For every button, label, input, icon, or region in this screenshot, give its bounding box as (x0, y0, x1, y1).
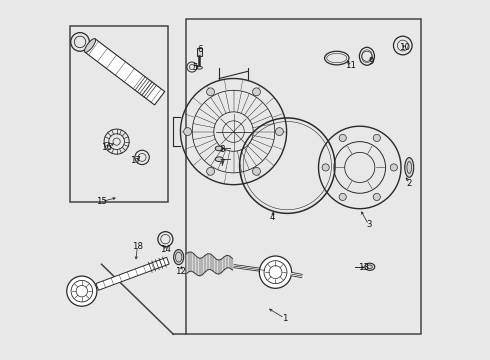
Text: 17: 17 (130, 156, 141, 165)
Text: 9: 9 (369, 57, 374, 66)
Text: 1: 1 (282, 314, 287, 323)
Text: 6: 6 (197, 45, 203, 54)
Ellipse shape (173, 249, 184, 265)
Text: 4: 4 (270, 213, 275, 222)
Circle shape (322, 164, 329, 171)
Circle shape (67, 276, 97, 306)
Circle shape (259, 256, 292, 288)
Circle shape (373, 193, 380, 201)
Text: 12: 12 (175, 267, 186, 276)
Polygon shape (70, 26, 168, 202)
Text: 3: 3 (366, 220, 371, 229)
Circle shape (275, 128, 283, 135)
Circle shape (373, 134, 380, 141)
Ellipse shape (85, 39, 96, 53)
Text: 16: 16 (101, 143, 112, 152)
Bar (196, 48, 202, 56)
Circle shape (207, 167, 215, 175)
Circle shape (207, 88, 215, 96)
Circle shape (390, 164, 397, 171)
Text: 11: 11 (344, 61, 356, 70)
Text: 7: 7 (219, 159, 224, 168)
Circle shape (252, 167, 260, 175)
Circle shape (184, 128, 192, 135)
Text: 18: 18 (132, 242, 143, 251)
Text: 13: 13 (358, 264, 369, 273)
Text: 15: 15 (96, 197, 107, 206)
Ellipse shape (405, 158, 414, 177)
Text: 5: 5 (193, 63, 198, 72)
Text: 2: 2 (407, 179, 412, 188)
Ellipse shape (215, 157, 223, 162)
Text: 8: 8 (219, 145, 224, 154)
Circle shape (339, 193, 346, 201)
Ellipse shape (365, 263, 375, 270)
Polygon shape (96, 257, 169, 290)
Polygon shape (85, 39, 165, 105)
Ellipse shape (215, 146, 223, 151)
Circle shape (252, 88, 260, 96)
Ellipse shape (196, 66, 202, 69)
Circle shape (339, 134, 346, 141)
Text: 10: 10 (399, 43, 410, 52)
Text: 14: 14 (160, 246, 171, 255)
Bar (186, 19, 421, 334)
